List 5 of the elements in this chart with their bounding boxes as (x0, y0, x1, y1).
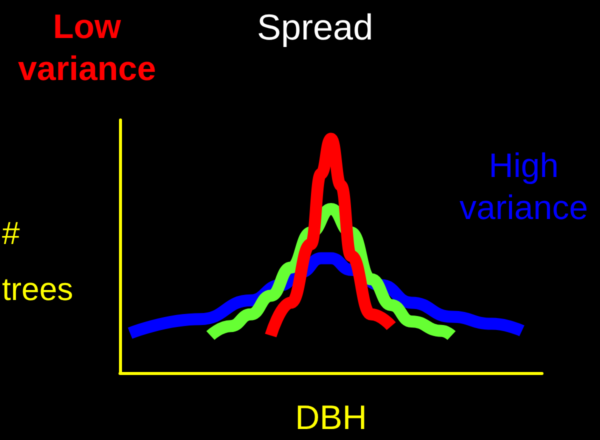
x-axis-title: DBH (295, 399, 367, 437)
text: Low variance (18, 8, 156, 88)
y-axis-title: # trees (2, 215, 74, 307)
text: High variance (459, 147, 588, 227)
chart-title: Spread (257, 6, 374, 48)
